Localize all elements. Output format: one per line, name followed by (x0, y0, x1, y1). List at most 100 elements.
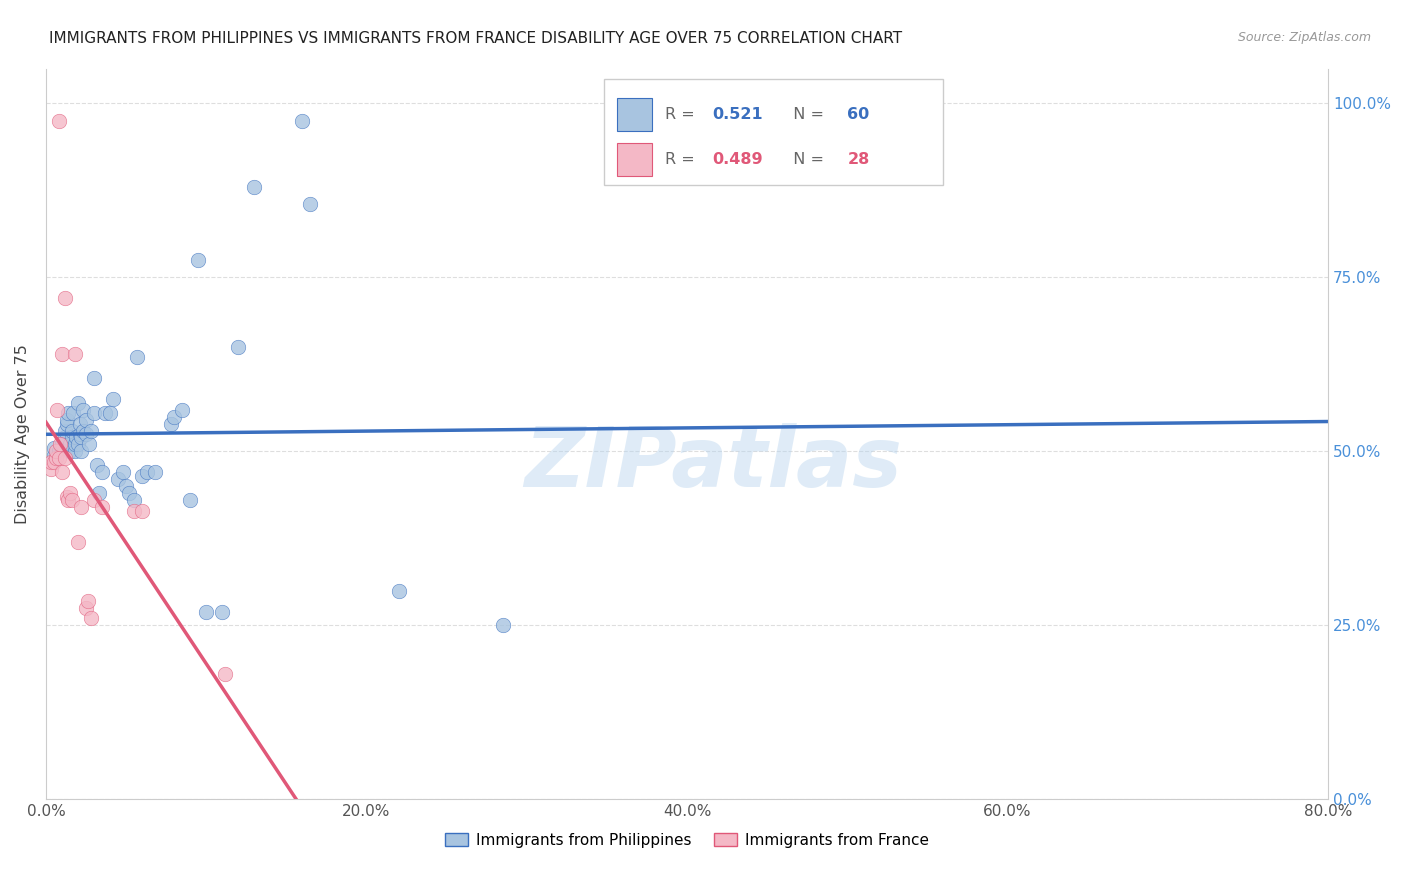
Point (53, 451, 76, 466)
Point (49, 437, 72, 451)
Point (72, 402, 94, 417)
Point (60, 430, 83, 444)
Text: N =: N = (783, 153, 830, 168)
Point (70, 430, 93, 444)
Point (75, 427, 97, 442)
Point (48, 113, 70, 128)
Point (58, 406, 80, 420)
Point (46, 402, 69, 417)
Point (163, 409, 186, 424)
Point (131, 503, 153, 517)
Point (214, 667, 236, 681)
Y-axis label: Disability Age Over 75: Disability Age Over 75 (15, 344, 30, 524)
Point (107, 472, 129, 486)
Point (69, 427, 91, 442)
Point (48, 451, 70, 466)
Point (94, 406, 117, 420)
Point (127, 351, 149, 365)
Point (75, 413, 97, 427)
Point (70, 444, 93, 458)
Text: ZIPatlas: ZIPatlas (524, 423, 901, 504)
Point (77, 437, 100, 451)
Point (91, 465, 114, 479)
Point (53, 424, 76, 438)
Point (226, 340, 249, 354)
Point (80, 424, 103, 438)
Point (53, 291, 76, 305)
Point (48, 444, 70, 458)
Text: 0.521: 0.521 (713, 107, 763, 122)
Point (211, 605, 233, 619)
Point (83, 371, 105, 385)
Point (56, 417, 79, 431)
Point (58, 493, 80, 508)
Point (63, 437, 86, 451)
Text: Source: ZipAtlas.com: Source: ZipAtlas.com (1237, 31, 1371, 45)
FancyBboxPatch shape (617, 98, 652, 131)
Point (56, 413, 79, 427)
Point (59, 437, 82, 451)
Point (492, 618, 515, 632)
Point (172, 402, 194, 417)
Point (45, 451, 67, 466)
Point (66, 437, 89, 451)
Point (122, 503, 145, 517)
Point (62, 406, 84, 420)
Text: N =: N = (783, 107, 830, 122)
Point (39, 462, 62, 476)
Point (66, 395, 89, 409)
Point (42, 441, 65, 455)
Point (91, 500, 114, 515)
Point (60, 424, 83, 438)
Point (136, 465, 159, 479)
Legend: Immigrants from Philippines, Immigrants from France: Immigrants from Philippines, Immigrants … (439, 827, 935, 854)
Text: 60: 60 (848, 107, 869, 122)
Point (53, 430, 76, 444)
Point (179, 493, 201, 508)
Point (103, 392, 125, 407)
Point (75, 601, 97, 615)
Point (51, 347, 73, 361)
Point (86, 458, 108, 473)
Point (56, 490, 79, 504)
Text: IMMIGRANTS FROM PHILIPPINES VS IMMIGRANTS FROM FRANCE DISABILITY AGE OVER 75 COR: IMMIGRANTS FROM PHILIPPINES VS IMMIGRANT… (49, 31, 903, 46)
Point (65, 430, 87, 444)
Point (115, 479, 138, 493)
Point (299, 197, 322, 211)
Point (59, 444, 82, 458)
Point (51, 441, 73, 455)
Point (42, 448, 65, 462)
Point (243, 179, 266, 194)
Text: 0.489: 0.489 (713, 153, 763, 168)
Point (98, 406, 121, 420)
Point (39, 455, 62, 469)
Point (51, 437, 73, 451)
Point (160, 417, 183, 431)
Point (45, 444, 67, 458)
Point (63, 444, 86, 458)
Point (72, 424, 94, 438)
Point (51, 465, 73, 479)
FancyBboxPatch shape (617, 144, 652, 177)
Text: 28: 28 (848, 153, 869, 168)
Point (143, 465, 166, 479)
Point (80, 611, 103, 625)
Point (87, 486, 110, 500)
Point (60, 493, 83, 508)
Point (83, 406, 105, 420)
Point (42, 455, 65, 469)
Point (111, 465, 134, 479)
Point (69, 417, 91, 431)
Point (83, 493, 105, 508)
Point (59, 486, 82, 500)
Point (66, 535, 89, 549)
Point (63, 347, 86, 361)
Point (195, 605, 218, 619)
Point (387, 583, 409, 598)
FancyBboxPatch shape (603, 79, 943, 186)
Point (70, 500, 93, 515)
Point (291, 113, 314, 128)
Point (122, 493, 145, 508)
Point (187, 252, 209, 267)
Point (118, 486, 141, 500)
